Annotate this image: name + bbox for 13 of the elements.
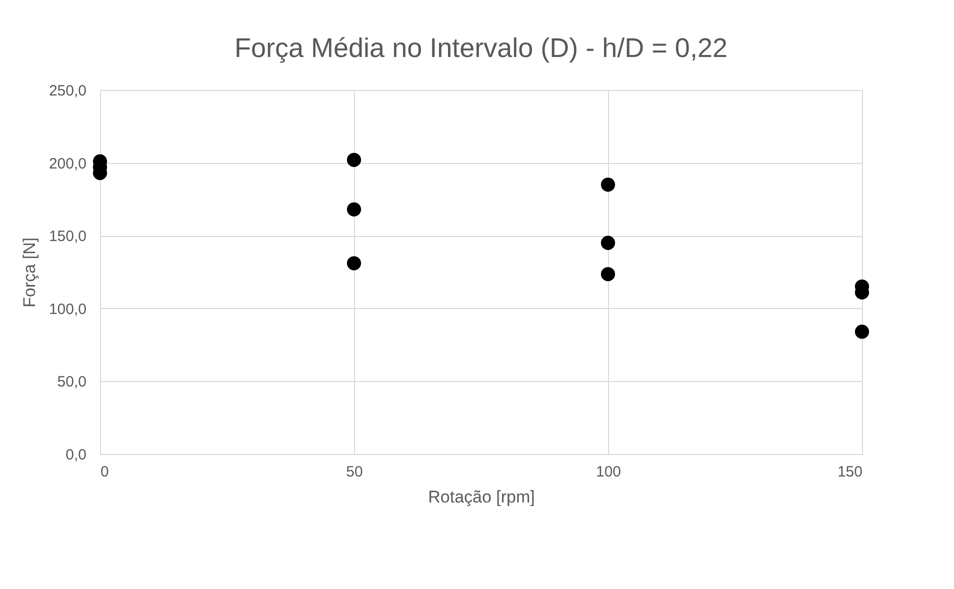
chart-title: Força Média no Intervalo (D) - h/D = 0,22 <box>234 33 728 63</box>
y-tick-label: 250,0 <box>48 82 86 100</box>
x-axis-title: Rotação [rpm] <box>428 488 535 506</box>
x-tick-label: 150 <box>837 464 862 480</box>
y-tick-label: 200,0 <box>48 155 86 172</box>
x-tick-label: 100 <box>596 464 622 480</box>
x-tick-label: 0 <box>100 464 109 480</box>
x-tick-label: 50 <box>346 464 363 480</box>
y-tick-label: 100,0 <box>48 300 86 318</box>
y-tick-label: 150,0 <box>48 228 86 246</box>
y-axis-title: Força [N] <box>20 238 39 308</box>
y-tick-label: 50,0 <box>57 374 86 391</box>
y-tick-label: 0,0 <box>66 446 86 464</box>
